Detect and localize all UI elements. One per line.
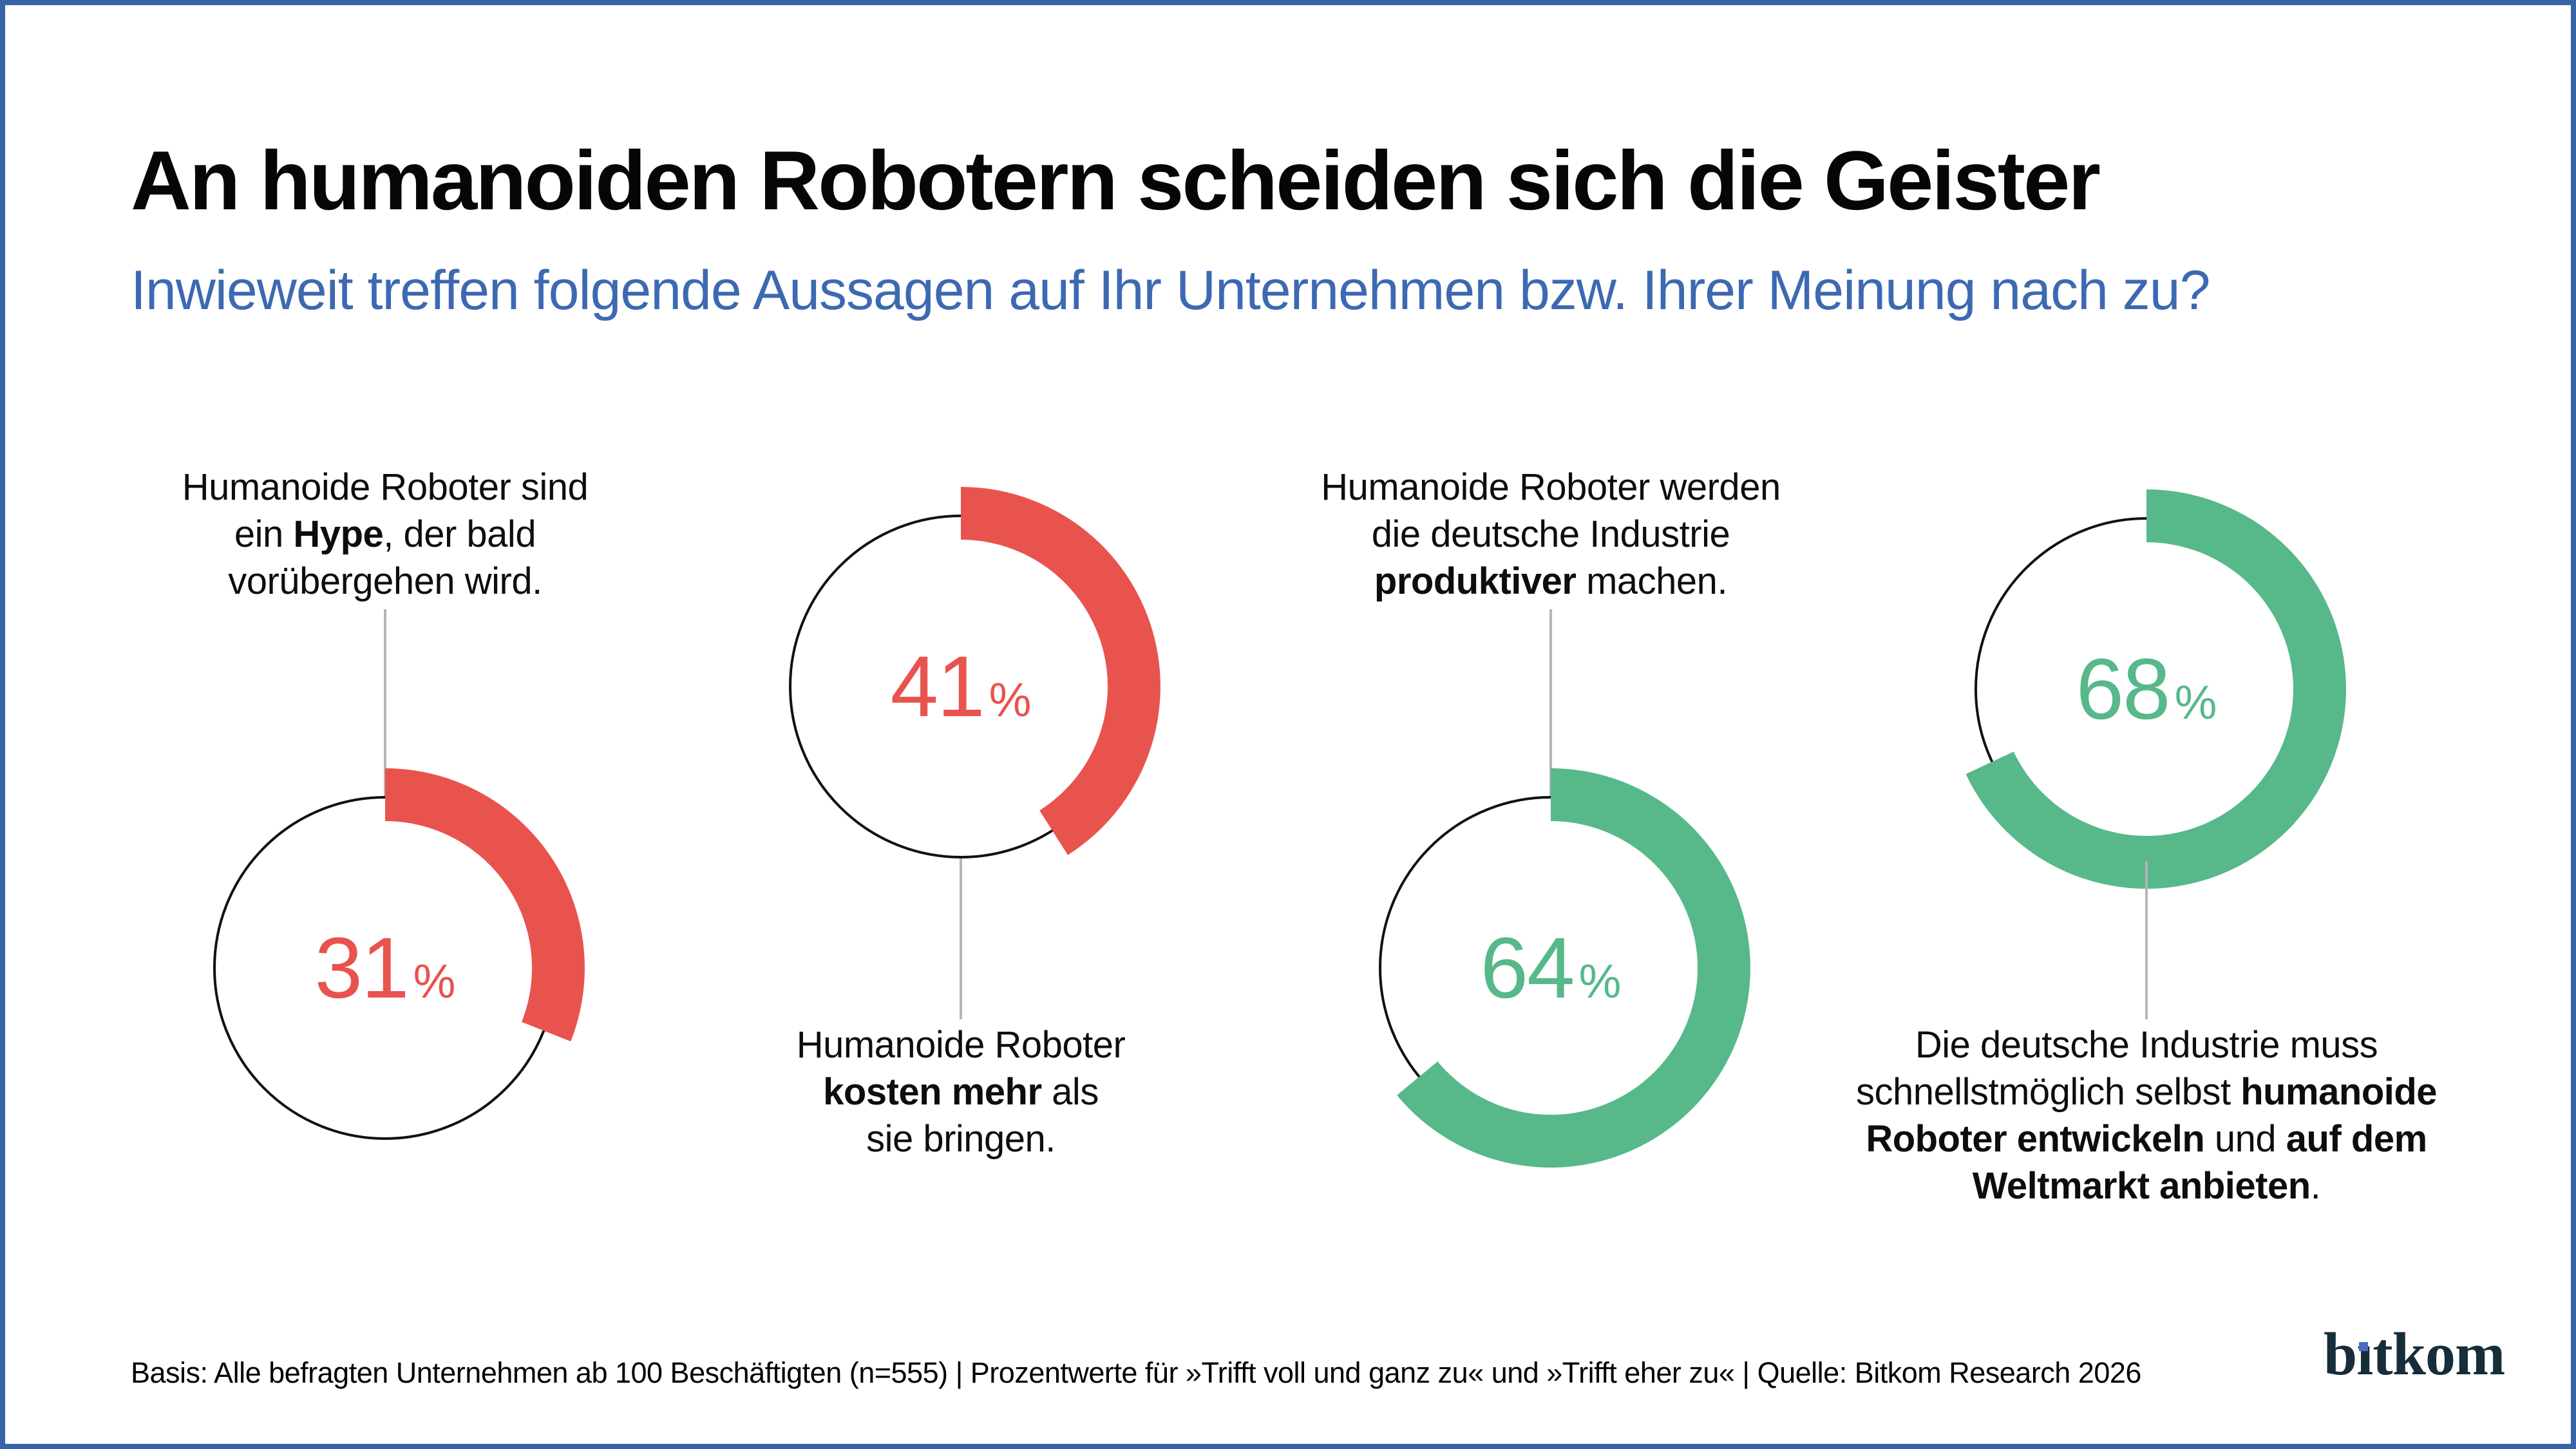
- statement-line: produktiver machen.: [1374, 560, 1728, 602]
- bitkom-logo: bıtkom: [2324, 1324, 2505, 1401]
- statement-line: Roboter entwickeln und auf dem: [1866, 1118, 2427, 1160]
- chart-3-donut: [1379, 768, 1750, 1168]
- statement-line: schnellstmöglich selbst humanoide: [1855, 1071, 2438, 1113]
- donut-value-arc: [1397, 768, 1750, 1168]
- donut-value-arc: [961, 487, 1160, 855]
- page-subtitle: Inwieweit treffen folgende Aussagen auf …: [131, 260, 2210, 321]
- statement-line: vorübergehen wird.: [228, 560, 542, 602]
- statement-line: ein Hype, der bald: [234, 513, 536, 555]
- chart-1-statement: Humanoide Roboter sind ein Hype, der bald…: [128, 464, 643, 605]
- logo-text: tkom: [2372, 1321, 2505, 1388]
- chart-2-donut: [789, 487, 1160, 858]
- statement-line: Humanoide Roboter werden: [1321, 466, 1781, 508]
- chart-4-connector-line: [2145, 861, 2148, 1019]
- logo-text: b: [2324, 1321, 2357, 1388]
- chart-2-statement: Humanoide Roboter kosten mehr als sie brin…: [703, 1021, 1218, 1162]
- statement-line: die deutsche Industrie: [1371, 513, 1730, 555]
- chart-1-donut: [213, 768, 585, 1140]
- statement-line: Die deutsche Industrie muss: [1915, 1024, 2378, 1066]
- logo-i-dot: [2359, 1342, 2368, 1351]
- logo-text-i: ı: [2356, 1321, 2373, 1388]
- chart-3-statement: Humanoide Roboter werden die deutsche Ind…: [1293, 464, 1808, 605]
- chart-1-connector-line: [384, 609, 386, 796]
- statement-line: Humanoide Roboter sind: [182, 466, 589, 508]
- page-title: An humanoiden Robotern scheiden sich die…: [131, 133, 2101, 227]
- source-note: Basis: Alle befragten Unternehmen ab 100…: [131, 1356, 2141, 1389]
- statement-line: kosten mehr als: [823, 1071, 1099, 1113]
- statement-line: sie bringen.: [866, 1118, 1056, 1160]
- statement-line: Humanoide Roboter: [796, 1024, 1126, 1066]
- statement-line: Weltmarkt anbieten.: [1972, 1165, 2321, 1207]
- chart-4-statement: Die deutsche Industrie muss schnellstmögl…: [1824, 1021, 2468, 1209]
- donut-value-arc: [1965, 489, 2346, 889]
- chart-2-connector-line: [960, 858, 962, 1019]
- chart-4-donut: [1965, 489, 2346, 889]
- chart-3-connector-line: [1549, 609, 1552, 796]
- donut-value-arc: [385, 768, 585, 1042]
